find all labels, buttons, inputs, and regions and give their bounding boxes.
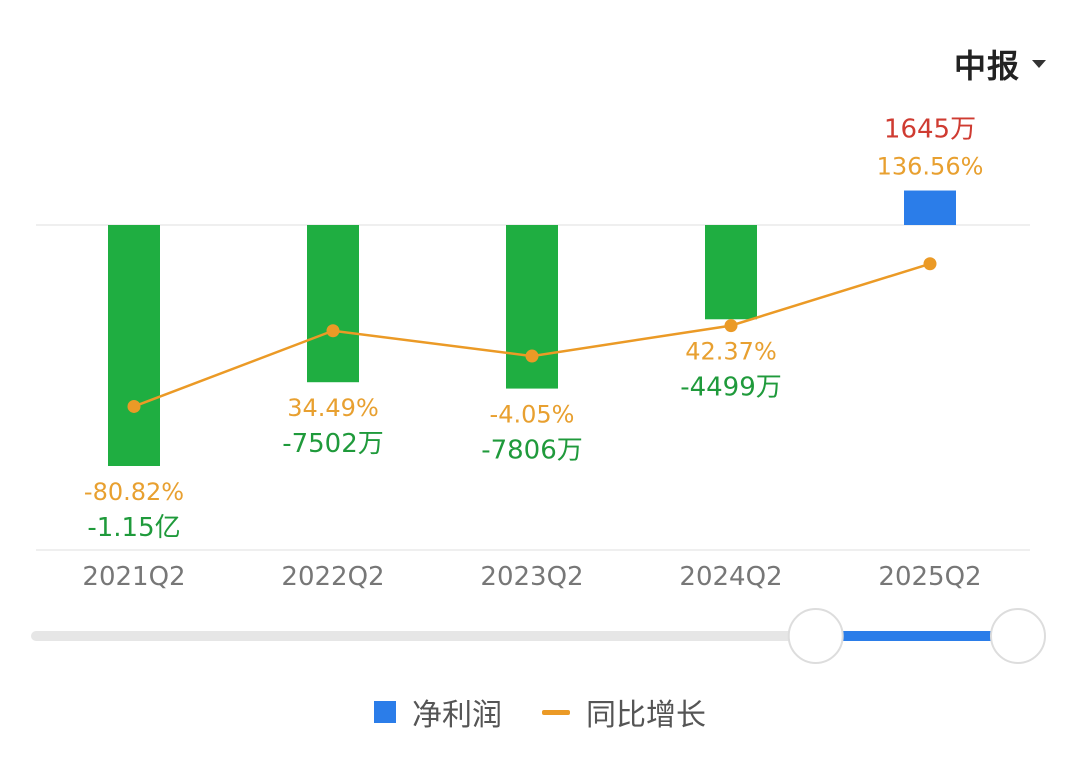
bar-2021Q2[interactable] (108, 225, 160, 466)
growth-label-2022Q2: 34.49% (287, 394, 379, 422)
period-label: 中报 (953, 47, 1020, 85)
bar-2024Q2[interactable] (705, 225, 757, 320)
caret-down-icon (1032, 60, 1046, 68)
period-dropdown[interactable]: 中报 (954, 40, 1046, 88)
legend-item-net-profit[interactable]: 净利润 (374, 690, 502, 734)
growth-label-2023Q2: -4.05% (490, 401, 575, 429)
range-slider-start-handle[interactable] (787, 608, 844, 664)
profit-label-2021Q2: -1.15亿 (87, 513, 180, 543)
bar-2023Q2[interactable] (506, 225, 558, 389)
growth-label-2024Q2: 42.37% (685, 338, 777, 366)
legend-line-swatch (542, 709, 570, 715)
range-slider-end-handle[interactable] (990, 608, 1046, 664)
legend-bar-swatch (374, 701, 396, 723)
legend-label-net-profit: 净利润 (412, 698, 502, 733)
legend-item-growth[interactable]: 同比增长 (542, 690, 706, 734)
growth-label-2025Q2: 136.56% (877, 153, 984, 181)
profit-label-2022Q2: -7502万 (282, 429, 384, 459)
profit-label-2024Q2: -4499万 (680, 373, 782, 403)
profit-label-2023Q2: -7806万 (481, 436, 583, 466)
growth-point-2023Q2[interactable] (525, 349, 539, 363)
legend-label-growth: 同比增长 (586, 698, 706, 733)
growth-point-2024Q2[interactable] (724, 319, 738, 333)
profit-label-2025Q2: 1645万 (884, 115, 976, 145)
growth-point-2022Q2[interactable] (326, 324, 340, 338)
chart-legend: 净利润 同比增长 (0, 690, 1080, 734)
bar-2022Q2[interactable] (307, 225, 359, 383)
growth-label-2021Q2: -80.82% (84, 478, 184, 506)
growth-point-2025Q2[interactable] (923, 257, 937, 271)
x-tick-label: 2025Q2 (878, 562, 981, 592)
x-tick-label: 2023Q2 (480, 562, 583, 592)
growth-point-2021Q2[interactable] (127, 399, 141, 413)
x-tick-label: 2021Q2 (82, 562, 185, 592)
x-tick-label: 2024Q2 (679, 562, 782, 592)
net-profit-chart: -80.82% -1.15亿 34.49% -7502万 -4.05% -7806万 42.… (31, 115, 1046, 664)
bar-2025Q2[interactable] (904, 190, 956, 225)
x-tick-label: 2022Q2 (281, 562, 384, 592)
